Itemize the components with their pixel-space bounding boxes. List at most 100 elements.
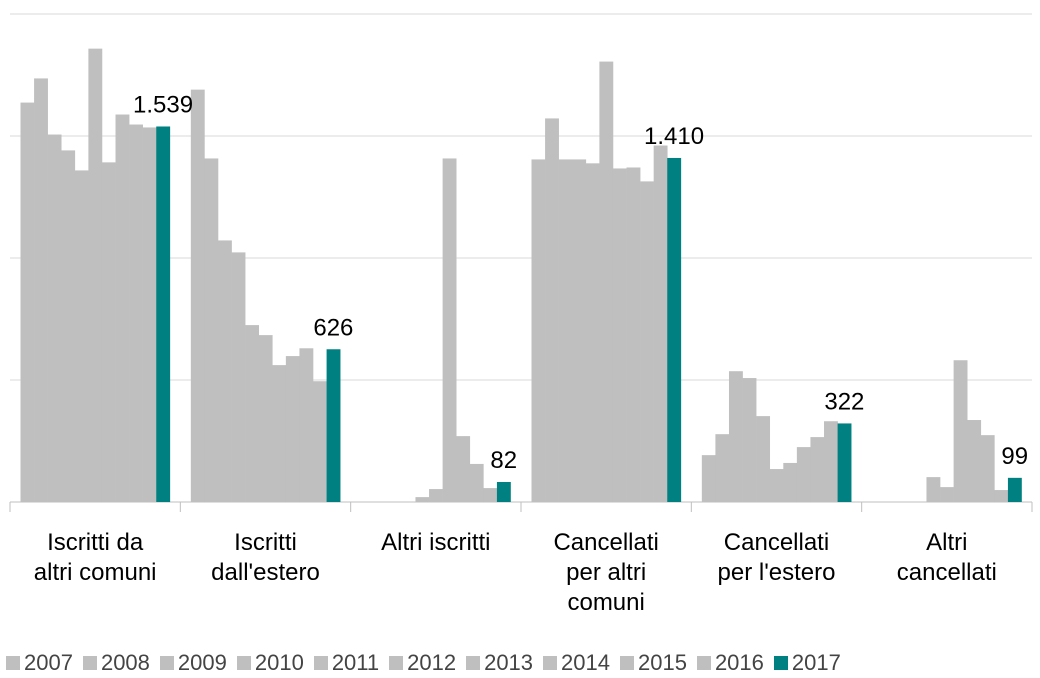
bar bbox=[47, 134, 62, 502]
bar bbox=[626, 167, 641, 502]
bar bbox=[967, 420, 982, 502]
bar bbox=[994, 490, 1009, 502]
bar bbox=[572, 159, 587, 502]
legend-item: 2011 bbox=[313, 650, 379, 676]
bar bbox=[285, 356, 300, 502]
bar bbox=[728, 371, 743, 502]
bar bbox=[926, 477, 941, 502]
bar bbox=[558, 159, 573, 502]
bar bbox=[545, 118, 559, 502]
legend-swatch bbox=[619, 656, 634, 670]
legend: 2007 2008 2009 2010 2011 2012 2013 2014 2015 2016… bbox=[6, 650, 841, 676]
legend-label: 2015 bbox=[637, 650, 687, 675]
bar bbox=[326, 349, 341, 502]
x-tick-label: Altri cancellati bbox=[896, 529, 997, 586]
bar bbox=[769, 469, 784, 502]
legend-label: 2009 bbox=[177, 650, 227, 675]
legend-item: 2008 bbox=[82, 650, 150, 676]
bar bbox=[415, 497, 430, 502]
legend-item: 2014 bbox=[543, 650, 610, 676]
value-label: 1.539 bbox=[133, 91, 193, 118]
legend-label: 2007 bbox=[24, 650, 73, 675]
legend-label: 2012 bbox=[407, 650, 457, 675]
x-tick-label: Altri iscritti bbox=[381, 529, 491, 556]
x-tick-label: Iscritti dall'estero bbox=[211, 529, 320, 586]
bar bbox=[612, 168, 627, 502]
bar bbox=[796, 447, 811, 502]
bar bbox=[129, 124, 143, 503]
bar bbox=[585, 163, 600, 502]
legend-label: 2016 bbox=[714, 650, 764, 675]
legend-item: 2010 bbox=[236, 650, 304, 676]
bar bbox=[783, 462, 798, 502]
bar bbox=[953, 360, 968, 502]
value-label: 322 bbox=[824, 388, 864, 415]
bar bbox=[74, 170, 89, 503]
bar bbox=[810, 437, 825, 502]
legend-swatch bbox=[389, 656, 404, 670]
x-tick-label: Cancellati per altri comuni bbox=[553, 529, 659, 616]
value-label: 626 bbox=[313, 314, 353, 341]
bar bbox=[469, 463, 484, 502]
legend-swatch bbox=[82, 656, 97, 670]
legend-label: 2008 bbox=[100, 650, 150, 675]
bar bbox=[101, 162, 116, 503]
bar bbox=[272, 365, 287, 502]
legend-item: 2013 bbox=[466, 650, 533, 676]
bar bbox=[231, 252, 246, 502]
bar bbox=[742, 378, 757, 502]
bar bbox=[837, 423, 852, 502]
legend-swatch bbox=[696, 656, 711, 670]
legend-swatch bbox=[6, 656, 20, 670]
legend-label: 2014 bbox=[561, 650, 610, 675]
legend-item: 2012 bbox=[389, 650, 456, 676]
legend-swatch bbox=[313, 656, 328, 670]
legend-swatch bbox=[466, 656, 481, 670]
bar bbox=[88, 48, 103, 502]
bar bbox=[20, 102, 35, 503]
x-tick-label: Cancellati per l'estero bbox=[717, 529, 836, 586]
bar bbox=[667, 157, 682, 502]
bar bbox=[190, 89, 205, 502]
bar bbox=[701, 455, 716, 502]
legend-item: 2015 bbox=[619, 650, 687, 676]
bar bbox=[653, 145, 668, 503]
bar bbox=[456, 436, 471, 502]
bar bbox=[824, 421, 838, 502]
value-label: 99 bbox=[1001, 443, 1028, 470]
bar bbox=[496, 481, 511, 502]
bar bbox=[258, 335, 273, 502]
value-label: 82 bbox=[490, 447, 517, 474]
legend-label: 2010 bbox=[254, 650, 304, 675]
legend-swatch bbox=[236, 656, 251, 670]
x-tick-label: Iscritti da altri comuni bbox=[33, 529, 157, 586]
legend-swatch bbox=[543, 656, 558, 670]
bar bbox=[531, 159, 546, 502]
legend-item: 2016 bbox=[696, 650, 764, 676]
bar bbox=[715, 434, 730, 502]
bar bbox=[156, 126, 171, 502]
bar bbox=[115, 114, 130, 502]
bar bbox=[1007, 477, 1022, 502]
legend-item: 2009 bbox=[159, 650, 227, 676]
bar bbox=[429, 489, 443, 502]
bar bbox=[980, 435, 995, 502]
bar bbox=[442, 158, 457, 502]
bar bbox=[599, 61, 614, 502]
bar bbox=[245, 325, 260, 502]
bar bbox=[640, 181, 654, 502]
legend-swatch bbox=[773, 656, 788, 670]
bar bbox=[217, 240, 232, 502]
bar bbox=[940, 487, 954, 502]
bar bbox=[61, 150, 76, 502]
bar bbox=[756, 416, 771, 502]
legend-label: 2013 bbox=[484, 650, 534, 675]
legend-item: 2017 bbox=[773, 650, 841, 676]
bar bbox=[204, 158, 219, 502]
bar bbox=[313, 381, 327, 502]
legend-swatch bbox=[159, 656, 174, 670]
legend-label: 2017 bbox=[791, 650, 841, 675]
bar bbox=[483, 488, 498, 502]
